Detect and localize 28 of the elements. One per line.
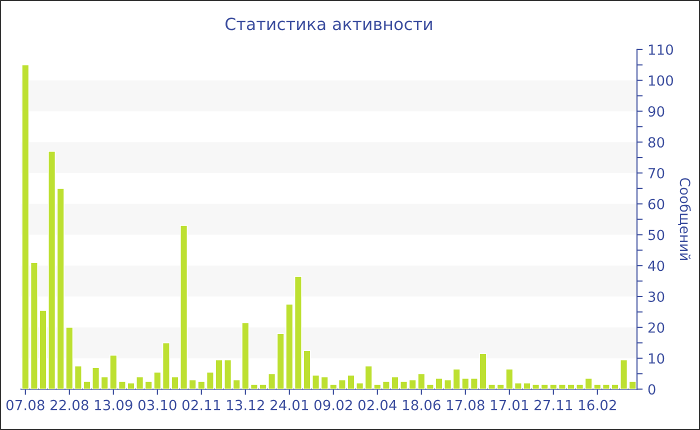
y-tick-label: 60 (648, 198, 664, 210)
x-tick-label: 24.01 (270, 400, 308, 410)
x-tick-label: 16.02 (579, 400, 616, 410)
y-tick-label: 0 (648, 384, 656, 395)
x-tick-label: 17.08 (447, 400, 484, 410)
y-tick-label: 70 (648, 168, 664, 178)
y-tick-label: 80 (648, 137, 664, 148)
y-tick-label: 100 (648, 75, 674, 86)
y-tick-label: 10 (648, 353, 664, 364)
y-tick-label: 30 (648, 291, 664, 302)
x-tick-label: 02.04 (358, 400, 396, 410)
x-tick-label: 27.11 (534, 400, 572, 410)
chart-title: Статистика активности (226, 18, 432, 30)
y-tick-label: 40 (648, 260, 664, 272)
x-tick-label: 18.06 (403, 400, 440, 410)
x-tick-label: 22.08 (50, 400, 88, 410)
y-tick-label: 50 (648, 230, 664, 240)
y-tick-label: 90 (648, 106, 664, 117)
x-tick-label: 13.12 (227, 400, 264, 410)
x-tick-label: 02.11 (182, 400, 220, 410)
x-tick-label: 03.10 (138, 400, 176, 410)
y-tick-label: 20 (648, 322, 664, 333)
x-tick-label: 17.01 (491, 400, 528, 410)
y-axis-title: Сообщений (678, 178, 691, 260)
x-tick-label: 07.08 (6, 400, 44, 410)
x-tick-label: 13.09 (95, 400, 132, 410)
x-tick-label: 09.02 (314, 400, 352, 410)
y-tick-label: 110 (648, 44, 674, 55)
